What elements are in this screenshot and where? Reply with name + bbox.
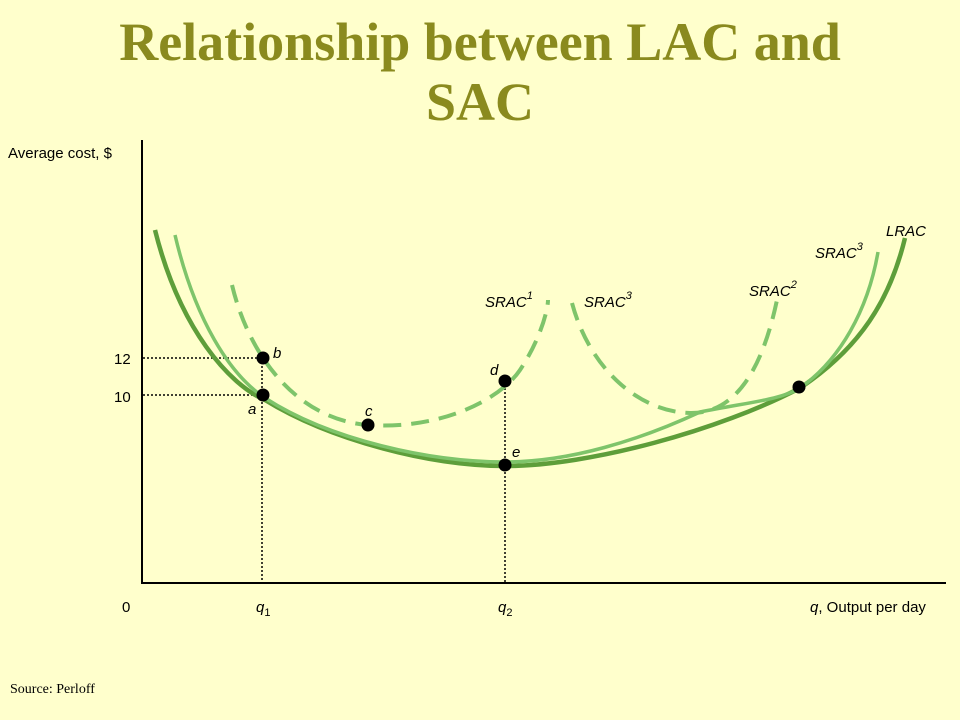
y-axis-label: Average cost, $ [8, 145, 113, 162]
point-c [361, 418, 375, 432]
x-tick-q1: q1 [256, 599, 270, 619]
x-tick-q2: q2 [498, 599, 512, 619]
point-e-label: e [512, 444, 520, 461]
srac-solid-curve [173, 234, 880, 464]
srac1-dashed-curve [230, 284, 550, 428]
point-d-label: d [490, 362, 499, 379]
point-a [256, 388, 270, 402]
srac3-label-left: SRAC3 [584, 290, 633, 311]
lrac-label: LRAC [886, 223, 926, 240]
y-tick-10: 10 [114, 389, 131, 406]
page-title: Relationship between LAC and SAC [0, 12, 960, 132]
lrac-curve [152, 229, 908, 469]
y-tick-12: 12 [114, 351, 131, 368]
x-axis-label-var: q [810, 599, 819, 616]
srac1-label: SRAC1 [485, 290, 533, 311]
x-axis-label-text: , Output per day [818, 599, 926, 616]
title-line-2: SAC [425, 72, 535, 132]
srac2-label: SRAC2 [749, 279, 797, 300]
point-b-label: b [273, 345, 281, 362]
point-a-label: a [248, 401, 256, 418]
source-note: Source: Perloff [10, 682, 95, 697]
x-axis-label: q, Output per day [810, 599, 926, 616]
point-c-label: c [365, 403, 373, 420]
title-line-1: Relationship between LAC and [119, 12, 841, 72]
point-d [498, 374, 512, 388]
origin-label: 0 [122, 599, 130, 616]
point-tangency-right [792, 380, 806, 394]
srac3-label-right: SRAC3 [815, 241, 864, 262]
point-e [498, 458, 512, 472]
point-b [256, 351, 270, 365]
srac2-dashed-curve [570, 294, 780, 416]
